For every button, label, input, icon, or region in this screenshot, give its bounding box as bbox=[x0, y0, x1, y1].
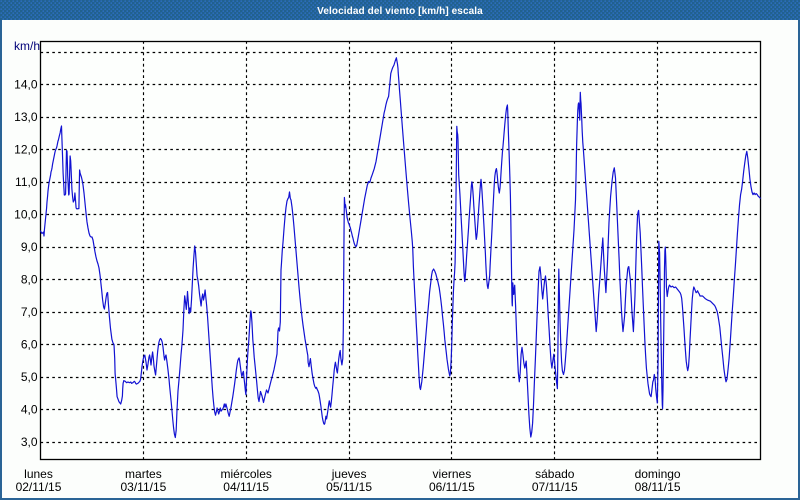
svg-text:7,0: 7,0 bbox=[21, 305, 38, 319]
svg-text:03/11/15: 03/11/15 bbox=[120, 480, 166, 494]
svg-text:martes: martes bbox=[125, 467, 162, 481]
svg-text:05/11/15: 05/11/15 bbox=[326, 480, 372, 494]
svg-text:km/h: km/h bbox=[14, 39, 40, 53]
svg-text:domingo: domingo bbox=[635, 467, 681, 481]
svg-text:5,0: 5,0 bbox=[21, 370, 38, 384]
svg-text:3,0: 3,0 bbox=[21, 435, 38, 449]
svg-text:viernes: viernes bbox=[433, 467, 472, 481]
svg-text:11,0: 11,0 bbox=[15, 175, 38, 189]
svg-text:12,0: 12,0 bbox=[14, 143, 38, 157]
svg-text:07/11/15: 07/11/15 bbox=[532, 480, 578, 494]
svg-text:8,0: 8,0 bbox=[21, 273, 38, 287]
svg-text:04/11/15: 04/11/15 bbox=[223, 480, 269, 494]
svg-text:9,0: 9,0 bbox=[21, 240, 38, 254]
svg-text:4,0: 4,0 bbox=[21, 403, 38, 417]
svg-text:lunes: lunes bbox=[24, 467, 53, 481]
svg-text:jueves: jueves bbox=[331, 467, 367, 481]
svg-text:sábado: sábado bbox=[535, 467, 575, 481]
svg-text:08/11/15: 08/11/15 bbox=[635, 480, 681, 494]
svg-text:10,0: 10,0 bbox=[14, 208, 38, 222]
svg-text:06/11/15: 06/11/15 bbox=[429, 480, 475, 494]
svg-text:Velocidad del viento [km/h] es: Velocidad del viento [km/h] escala bbox=[317, 6, 483, 17]
svg-text:13,0: 13,0 bbox=[14, 110, 38, 124]
svg-text:miércoles: miércoles bbox=[221, 467, 272, 481]
svg-text:6,0: 6,0 bbox=[21, 338, 38, 352]
svg-text:02/11/15: 02/11/15 bbox=[16, 480, 62, 494]
svg-text:14,0: 14,0 bbox=[14, 78, 38, 92]
